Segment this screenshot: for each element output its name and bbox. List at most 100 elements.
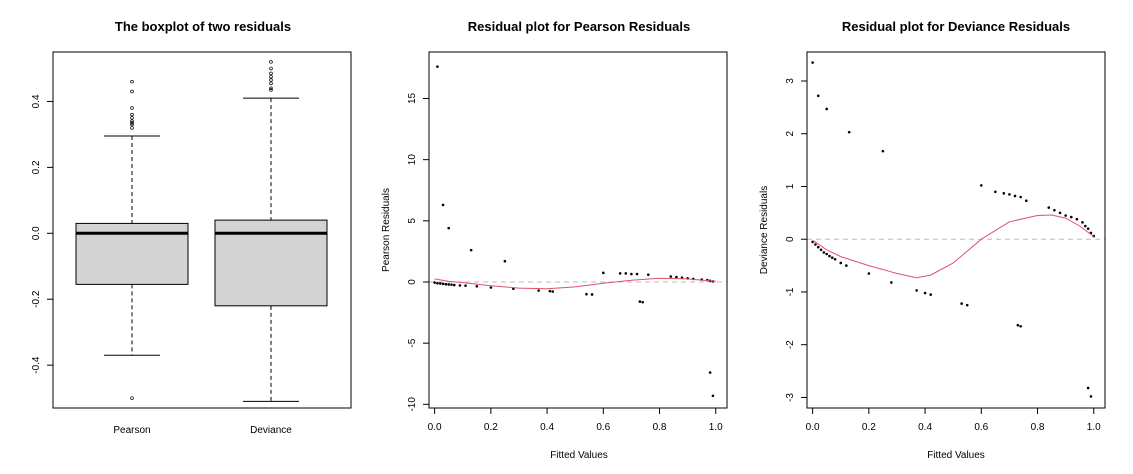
data-point (458, 284, 462, 287)
data-point (489, 286, 493, 289)
data-point (1069, 215, 1073, 219)
deviance-x-tick-label: 0.8 (1031, 422, 1045, 433)
deviance-title: Residual plot for Deviance Residuals (842, 19, 1070, 34)
category-label: Deviance (250, 425, 292, 436)
data-point (711, 394, 715, 398)
data-point (441, 282, 445, 286)
boxplot-y-tick-label: 0.4 (31, 94, 42, 108)
data-point (867, 272, 871, 275)
smooth-line (434, 277, 716, 290)
pearson-x-tick-label: 0.6 (596, 422, 610, 433)
data-point (831, 256, 834, 259)
outlier-point (130, 106, 134, 110)
outlier-point (269, 86, 273, 91)
deviance-y-tick-label: -3 (785, 393, 796, 402)
data-point (475, 284, 479, 288)
data-point (816, 94, 820, 98)
pearson-y-tick-label: 0 (407, 279, 418, 285)
data-point (1047, 206, 1051, 209)
data-point (1013, 194, 1017, 198)
data-point (602, 271, 605, 275)
deviance-x-tick-label: 1.0 (1087, 422, 1101, 433)
pearson-frame (428, 51, 728, 409)
data-point (822, 251, 826, 254)
outlier-point (130, 116, 134, 120)
outlier-point (130, 126, 134, 130)
deviance-y-tick-label: 0 (785, 236, 796, 242)
outlier-point (130, 396, 134, 400)
data-point (890, 281, 893, 284)
deviance-y-tick-label: 1 (785, 183, 796, 189)
data-point (923, 291, 927, 295)
data-point (590, 293, 594, 296)
data-point (816, 245, 820, 249)
boxplot-marks (75, 60, 328, 402)
pearson-x-tick-label: 0.4 (540, 422, 554, 433)
pearson-x-tick-label: 1.0 (709, 422, 723, 433)
deviance-y-label: Deviance Residuals (759, 186, 770, 274)
pearson-y-label: Pearson Residuals (381, 188, 392, 272)
outlier-point (130, 121, 134, 125)
data-point (630, 272, 633, 276)
deviance-x-tick-label: 0.0 (806, 422, 820, 433)
outlier-point (130, 119, 134, 123)
data-point (441, 203, 445, 207)
pearson-y-tick-label: -5 (407, 338, 418, 347)
deviance-y-tick-label: -1 (785, 287, 796, 296)
data-point (1058, 211, 1062, 215)
smooth-line (812, 214, 1095, 279)
data-point (436, 281, 439, 285)
data-point (1019, 324, 1022, 328)
data-point (537, 289, 540, 292)
boxplot-y-tick-label: -0.2 (31, 290, 42, 308)
pearson-marks (429, 65, 727, 398)
data-point (1064, 214, 1067, 217)
boxplot-panel: The boxplot of two residuals -0.4 -0.2 0.0… (31, 19, 352, 436)
data-point (1081, 221, 1084, 224)
outlier-point (269, 60, 273, 64)
pearson-x-tick-label: 0.8 (653, 422, 667, 433)
data-point (960, 302, 963, 305)
data-point (444, 282, 448, 286)
data-point (1086, 386, 1090, 390)
deviance-x-tick-label: 0.2 (862, 422, 876, 433)
data-point (839, 261, 843, 265)
data-point (1089, 395, 1093, 398)
data-point (1053, 208, 1056, 212)
outlier-point (130, 122, 134, 127)
pearson-y-tick-label: 10 (407, 154, 418, 166)
deviance-y-tick-label: -2 (785, 340, 796, 349)
data-point (1024, 199, 1028, 203)
deviance-axes: -3 -2 -1 0 1 2 3 0.0 0.2 0.4 0.6 0.8 1.0 (785, 78, 1101, 433)
data-point (646, 273, 650, 276)
boxplot-y-tick-label: 0.2 (31, 160, 42, 174)
data-point (1002, 192, 1006, 195)
deviance-x-tick-label: 0.4 (918, 422, 932, 433)
data-point (915, 289, 918, 292)
pearson-panel: Residual plot for Pearson Residuals Fitt… (381, 19, 728, 461)
deviance-marks (807, 61, 1105, 398)
data-point (585, 292, 588, 296)
boxplot-x-axis: Pearson Deviance (113, 425, 292, 436)
boxplot-title: The boxplot of two residuals (115, 19, 291, 34)
data-point (503, 259, 507, 263)
data-point (450, 283, 453, 286)
data-point (929, 293, 932, 296)
data-point (845, 264, 848, 267)
data-point (1084, 224, 1087, 228)
data-point (814, 243, 817, 246)
pearson-x-label: Fitted Values (550, 450, 608, 461)
data-point (669, 275, 673, 278)
data-point (881, 149, 885, 153)
data-point (828, 254, 831, 258)
outlier-point (269, 78, 273, 82)
data-point (819, 248, 823, 252)
data-point (641, 300, 644, 304)
data-point (994, 190, 997, 194)
data-point (453, 283, 456, 287)
boxplot-y-tick-label: 0.0 (31, 226, 42, 240)
data-point (635, 272, 639, 276)
data-point (618, 272, 622, 275)
data-point (638, 300, 642, 303)
